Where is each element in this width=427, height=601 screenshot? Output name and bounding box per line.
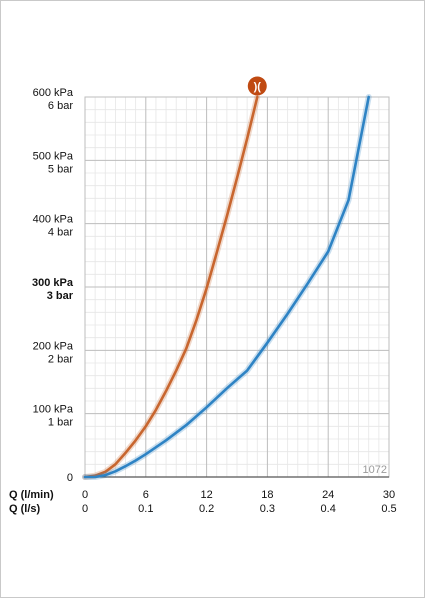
y-tick-bar-label: 2 bar bbox=[48, 353, 73, 365]
y-tick-bar-label: 3 bar bbox=[47, 290, 74, 302]
y-tick-bar-label: 5 bar bbox=[48, 163, 73, 175]
x-tick-lpm-label: 0 bbox=[82, 489, 88, 501]
y-tick-zero-label: 0 bbox=[67, 472, 73, 484]
series-1-line bbox=[83, 95, 370, 479]
x-tick-lps-label: 0.2 bbox=[199, 503, 214, 515]
x-tick-lps-label: 0.3 bbox=[260, 503, 275, 515]
y-tick-bar-label: 1 bar bbox=[48, 417, 73, 429]
x-tick-lpm-label: 6 bbox=[143, 489, 149, 501]
x-tick-lps-label: 0 bbox=[82, 503, 88, 515]
marker-glyph: )( bbox=[254, 81, 262, 93]
y-tick-kpa-label: 300 kPa bbox=[32, 277, 74, 289]
x-tick-lps-label: 0.1 bbox=[138, 503, 153, 515]
y-tick-bar-label: 4 bar bbox=[48, 227, 73, 239]
y-tick-kpa-label: 600 kPa bbox=[33, 87, 74, 99]
chart-watermark: 1072 bbox=[363, 464, 387, 476]
marker-circle bbox=[247, 76, 267, 96]
x-axis-labels: Q (l/min) Q (l/s) 0 6 12 18 24 30 0 0.1 0.2 0.3 0.… bbox=[9, 489, 397, 515]
y-tick-kpa-label: 400 kPa bbox=[33, 214, 74, 226]
x-tick-lpm-label: 30 bbox=[383, 489, 395, 501]
y-tick-bar-label: 6 bar bbox=[48, 100, 73, 112]
y-tick-kpa-label: 100 kPa bbox=[33, 404, 74, 416]
x-tick-lpm-label: 18 bbox=[261, 489, 273, 501]
plot-frame bbox=[84, 96, 390, 478]
x-tick-lpm-label: 24 bbox=[322, 489, 334, 501]
y-tick-kpa-label: 200 kPa bbox=[33, 340, 74, 352]
x-axis-title-lps: Q (l/s) bbox=[9, 503, 41, 515]
x-axis-title-lpm: Q (l/min) bbox=[9, 489, 54, 501]
x-tick-lps-label: 0.5 bbox=[381, 503, 396, 515]
series-0-line bbox=[83, 95, 259, 479]
x-tick-lpm-label: 12 bbox=[200, 489, 212, 501]
x-tick-lps-label: 0.4 bbox=[321, 503, 336, 515]
mixer-valve-icon: )( bbox=[247, 76, 267, 96]
series-layer bbox=[82, 94, 372, 480]
marker-layer: )( bbox=[247, 76, 267, 96]
y-tick-kpa-label: 500 kPa bbox=[33, 150, 74, 162]
